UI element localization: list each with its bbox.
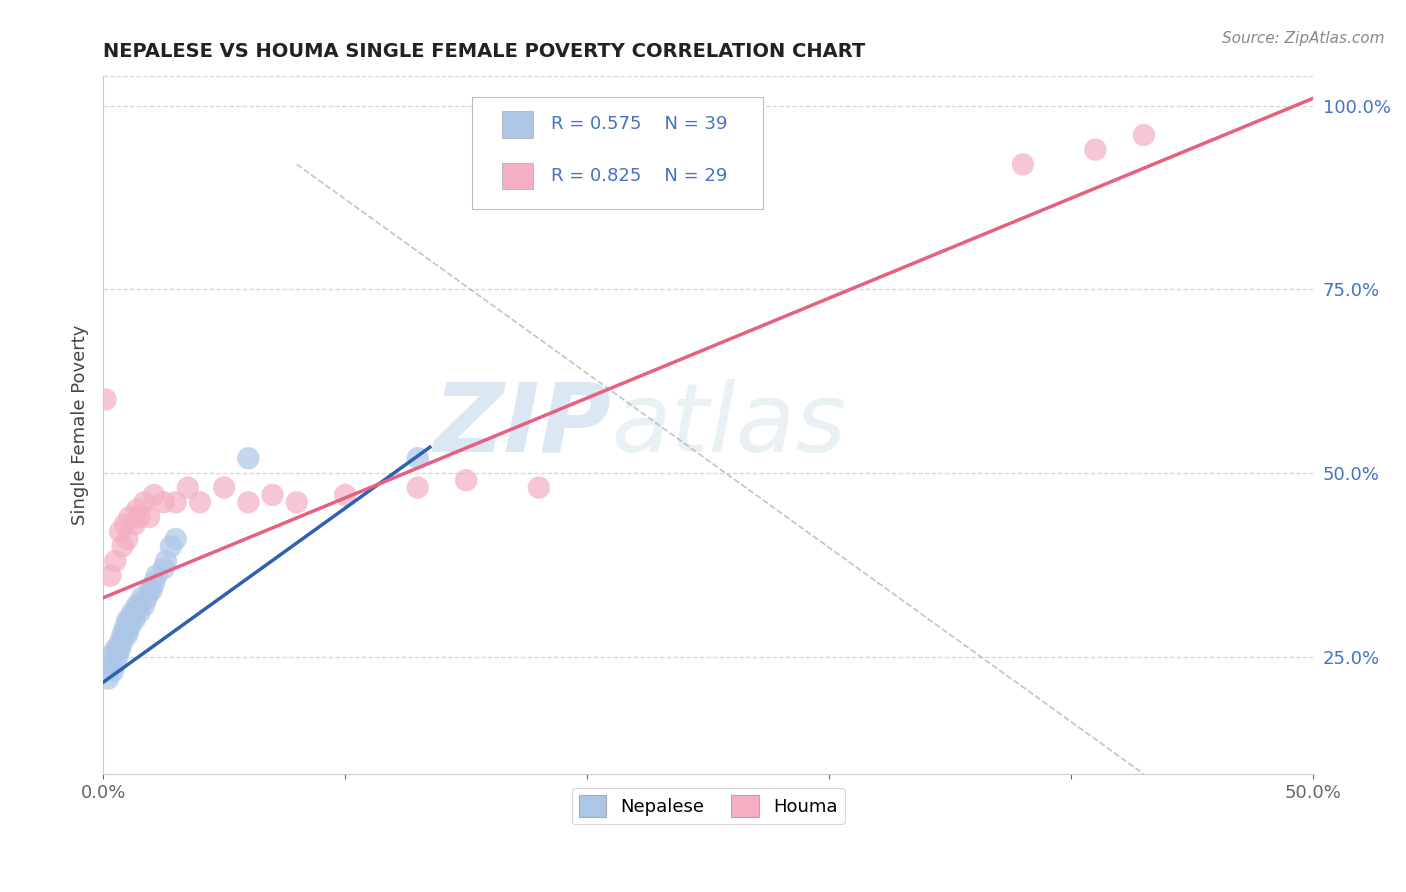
Point	[141, 583, 163, 598]
Point	[145, 568, 167, 582]
Point	[125, 502, 148, 516]
Point	[152, 561, 174, 575]
Point	[117, 613, 139, 627]
Point	[125, 598, 148, 612]
Point	[128, 606, 150, 620]
Point	[118, 613, 141, 627]
Point	[94, 392, 117, 407]
Point	[142, 576, 165, 591]
Point	[406, 451, 429, 466]
Point	[135, 591, 157, 605]
Point	[108, 635, 131, 649]
Point	[107, 649, 129, 664]
Point	[117, 532, 139, 546]
Text: NEPALESE VS HOUMA SINGLE FEMALE POVERTY CORRELATION CHART: NEPALESE VS HOUMA SINGLE FEMALE POVERTY …	[103, 42, 865, 61]
Text: atlas: atlas	[612, 379, 846, 472]
Point	[117, 627, 139, 641]
Point	[104, 657, 127, 671]
Point	[131, 591, 153, 605]
Point	[104, 554, 127, 568]
Point	[128, 598, 150, 612]
Point	[114, 517, 136, 532]
Point	[114, 620, 136, 634]
Point	[406, 481, 429, 495]
Point	[138, 583, 160, 598]
Point	[1133, 128, 1156, 142]
Legend: Nepalese, Houma: Nepalese, Houma	[572, 788, 845, 824]
Point	[212, 481, 235, 495]
Point	[456, 473, 478, 487]
Point	[108, 524, 131, 539]
Point	[134, 495, 156, 509]
Point	[121, 613, 143, 627]
Point	[238, 451, 260, 466]
Point	[107, 642, 129, 657]
Point	[100, 568, 122, 582]
Point	[262, 488, 284, 502]
Point	[118, 510, 141, 524]
Point	[104, 642, 127, 657]
Point	[124, 517, 146, 532]
Point	[124, 613, 146, 627]
Point	[238, 495, 260, 509]
Point	[100, 657, 122, 671]
Text: ZIP: ZIP	[433, 379, 612, 472]
Point	[155, 554, 177, 568]
Point	[527, 481, 550, 495]
FancyBboxPatch shape	[502, 162, 533, 189]
Point	[165, 532, 187, 546]
Text: Source: ZipAtlas.com: Source: ZipAtlas.com	[1222, 31, 1385, 46]
FancyBboxPatch shape	[502, 112, 533, 137]
Point	[97, 672, 120, 686]
Point	[333, 488, 356, 502]
FancyBboxPatch shape	[472, 97, 762, 209]
Point	[117, 620, 139, 634]
Point	[138, 510, 160, 524]
Point	[177, 481, 200, 495]
Point	[111, 540, 134, 554]
Point	[101, 665, 124, 679]
Point	[152, 495, 174, 509]
Point	[114, 627, 136, 641]
Point	[108, 642, 131, 657]
Point	[128, 510, 150, 524]
Point	[188, 495, 211, 509]
Text: R = 0.575    N = 39: R = 0.575 N = 39	[551, 115, 727, 134]
Point	[111, 635, 134, 649]
Point	[142, 488, 165, 502]
Point	[160, 540, 183, 554]
Point	[121, 606, 143, 620]
Point	[124, 606, 146, 620]
Point	[100, 649, 122, 664]
Point	[1084, 143, 1107, 157]
Point	[111, 627, 134, 641]
Y-axis label: Single Female Poverty: Single Female Poverty	[72, 325, 89, 525]
Point	[118, 620, 141, 634]
Point	[134, 598, 156, 612]
Text: R = 0.825    N = 29: R = 0.825 N = 29	[551, 167, 727, 185]
Point	[1011, 157, 1033, 171]
Point	[285, 495, 308, 509]
Point	[165, 495, 187, 509]
